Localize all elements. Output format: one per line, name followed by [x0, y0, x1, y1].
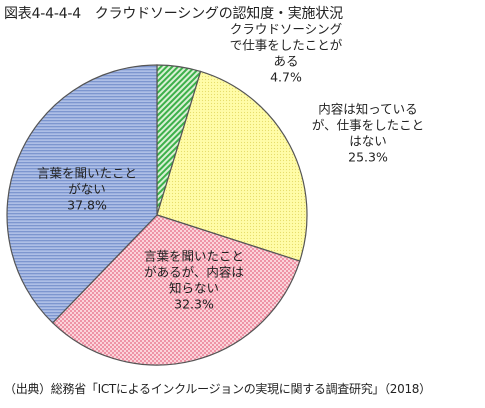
- slices-layer: [6, 64, 308, 366]
- chart-title: 図表4-4-4-4 クラウドソーシングの認知度・実施状況: [4, 6, 343, 22]
- slice-label-line-1-2: で仕事をしたことが: [230, 38, 343, 53]
- labels-layer: クラウドソーシングで仕事をしたことがある 4.7% 内容は知っているが、仕事をしたこ…: [37, 22, 424, 312]
- slice-label-line-4-2: がない: [68, 182, 106, 197]
- pie-slice-2: [156, 70, 308, 262]
- slice-label-1: クラウドソーシングで仕事をしたことがある 4.7%: [230, 22, 343, 85]
- slice-label-3: 言葉を聞いたことがあるが、内容は知らない 32.3%: [144, 249, 244, 312]
- slice-label-line-1-3: ある: [273, 54, 298, 69]
- slice-value-3: 32.3%: [174, 297, 214, 312]
- slice-label-line-3-2: があるが、内容は: [144, 265, 244, 280]
- slice-label-line-3-3: 知らない: [169, 281, 219, 296]
- chart-source: （出典）総務省「ICTによるインクルージョンの実現に関する調査研究」（2018）: [4, 382, 431, 396]
- slice-label-2: 内容は知っているが、仕事をしたことはない 25.3%: [312, 102, 424, 165]
- slice-value-4: 37.8%: [67, 198, 107, 213]
- slice-value-1: 4.7%: [270, 70, 302, 85]
- slice-label-line-2-2: が、仕事をしたこと: [312, 118, 424, 133]
- pie-slice-4: [6, 64, 158, 324]
- slice-label-line-4-1: 言葉を聞いたこと: [37, 166, 137, 181]
- pie-slice-3: [51, 214, 301, 366]
- slice-label-line-2-3: はない: [349, 134, 387, 149]
- slice-label-line-2-1: 内容は知っている: [318, 102, 417, 117]
- slice-label-4: 言葉を聞いたことがない 37.8%: [37, 166, 137, 213]
- slice-value-2: 25.3%: [348, 150, 388, 165]
- slice-label-line-1-1: クラウドソーシング: [230, 22, 342, 37]
- slice-label-line-3-1: 言葉を聞いたこと: [144, 249, 244, 264]
